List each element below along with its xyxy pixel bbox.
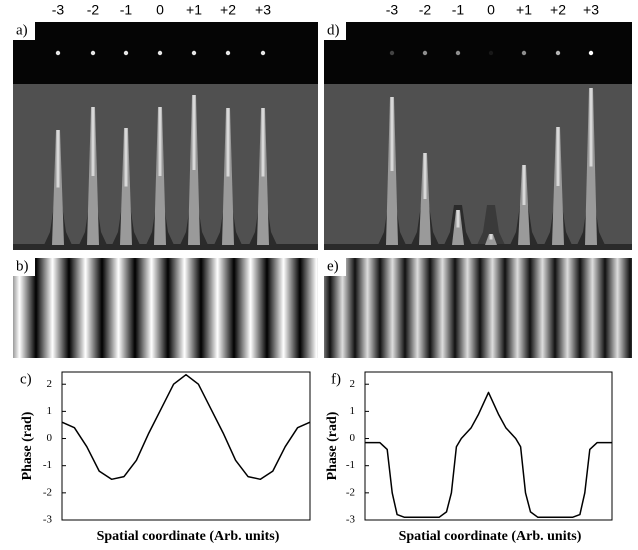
spectrum-peak-core bbox=[522, 165, 526, 205]
phase-line bbox=[365, 391, 612, 519]
spectra bbox=[44, 88, 605, 245]
spectrum-peak-core bbox=[56, 130, 60, 188]
fringe-image bbox=[324, 258, 632, 358]
diffraction-spot bbox=[191, 50, 197, 56]
y-tick-label: -2 bbox=[346, 486, 355, 498]
panel-label: d) bbox=[327, 22, 340, 38]
spot-image bbox=[13, 22, 318, 84]
diffraction-spot bbox=[455, 50, 461, 56]
label-box bbox=[324, 22, 346, 40]
order-label: +1 bbox=[186, 2, 202, 18]
diffraction-spot bbox=[123, 50, 129, 56]
diffraction-spot bbox=[55, 50, 61, 56]
y-tick-label: 1 bbox=[47, 405, 53, 417]
panel-label: e) bbox=[327, 258, 339, 274]
order-label: -3 bbox=[386, 2, 399, 18]
order-label: 0 bbox=[156, 2, 164, 18]
diffraction-spot bbox=[555, 50, 561, 56]
spectrum-baseline bbox=[13, 244, 318, 250]
diffraction-spot bbox=[260, 50, 266, 56]
spectrum-peak-core bbox=[390, 97, 394, 171]
y-tick-label: 0 bbox=[47, 432, 53, 444]
order-label: +3 bbox=[583, 2, 599, 18]
plot-frame bbox=[61, 371, 311, 521]
label-box bbox=[13, 258, 35, 276]
y-tick-label: -2 bbox=[43, 486, 52, 498]
panel-label: a) bbox=[16, 22, 28, 38]
diffraction-spot bbox=[588, 50, 594, 56]
spectrum-image bbox=[324, 84, 632, 250]
phase-line bbox=[61, 373, 311, 481]
panel-label: f) bbox=[331, 371, 341, 387]
spectrum-peak-core bbox=[556, 127, 560, 186]
order-label: +2 bbox=[550, 2, 566, 18]
spectrum-baseline bbox=[324, 244, 632, 250]
order-label: +3 bbox=[255, 2, 271, 18]
y-tick-label: 0 bbox=[350, 432, 356, 444]
plot-frame bbox=[364, 371, 613, 521]
x-axis-label: Spatial coordinate (Arb. units) bbox=[97, 529, 280, 544]
label-box bbox=[13, 22, 35, 40]
spectrum-peak-core bbox=[158, 107, 162, 176]
spectrum-peak-core bbox=[489, 234, 493, 240]
diffraction-spot bbox=[521, 50, 527, 56]
spectrum-peak-core bbox=[124, 128, 128, 187]
y-axis-label: Phase (rad) bbox=[20, 411, 35, 480]
order-label: -3 bbox=[52, 2, 65, 18]
diffraction-spot bbox=[90, 50, 96, 56]
spectrum-peak-core bbox=[423, 153, 427, 199]
y-tick-label: -3 bbox=[43, 514, 53, 526]
order-label: -2 bbox=[87, 2, 100, 18]
order-label: 0 bbox=[487, 2, 495, 18]
y-tick-label: -1 bbox=[43, 459, 52, 471]
order-label: -2 bbox=[419, 2, 432, 18]
diffraction-spot bbox=[488, 50, 494, 56]
spectrum-peak-core bbox=[589, 88, 593, 167]
order-label: -1 bbox=[120, 2, 133, 18]
y-tick-label: 1 bbox=[350, 405, 356, 417]
y-tick-label: -1 bbox=[346, 459, 355, 471]
order-label: -1 bbox=[452, 2, 465, 18]
order-label: +1 bbox=[516, 2, 532, 18]
spectrum-peak-core bbox=[261, 108, 265, 177]
spectrum-peak-base bbox=[477, 205, 505, 245]
label-box bbox=[324, 258, 346, 276]
order-label: +2 bbox=[220, 2, 236, 18]
panel-label: c) bbox=[20, 371, 32, 387]
fringe-image bbox=[13, 258, 318, 358]
diffraction-spot bbox=[422, 50, 428, 56]
panel-label: b) bbox=[16, 258, 29, 274]
diffraction-spot bbox=[157, 50, 163, 56]
spectrum-peak-core bbox=[91, 107, 95, 176]
spectrum-peak-core bbox=[226, 108, 230, 177]
diffraction-spot bbox=[225, 50, 231, 56]
y-tick-label: -3 bbox=[346, 514, 356, 526]
y-tick-label: 2 bbox=[350, 378, 356, 390]
x-axis-label: Spatial coordinate (Arb. units) bbox=[399, 529, 582, 544]
spot-image bbox=[324, 22, 632, 84]
diffraction-spot bbox=[389, 50, 395, 56]
spectrum-peak-core bbox=[456, 210, 460, 228]
y-axis-label: Phase (rad) bbox=[325, 411, 340, 480]
spectrum-peak-core bbox=[192, 95, 196, 170]
y-tick-label: 2 bbox=[47, 378, 53, 390]
